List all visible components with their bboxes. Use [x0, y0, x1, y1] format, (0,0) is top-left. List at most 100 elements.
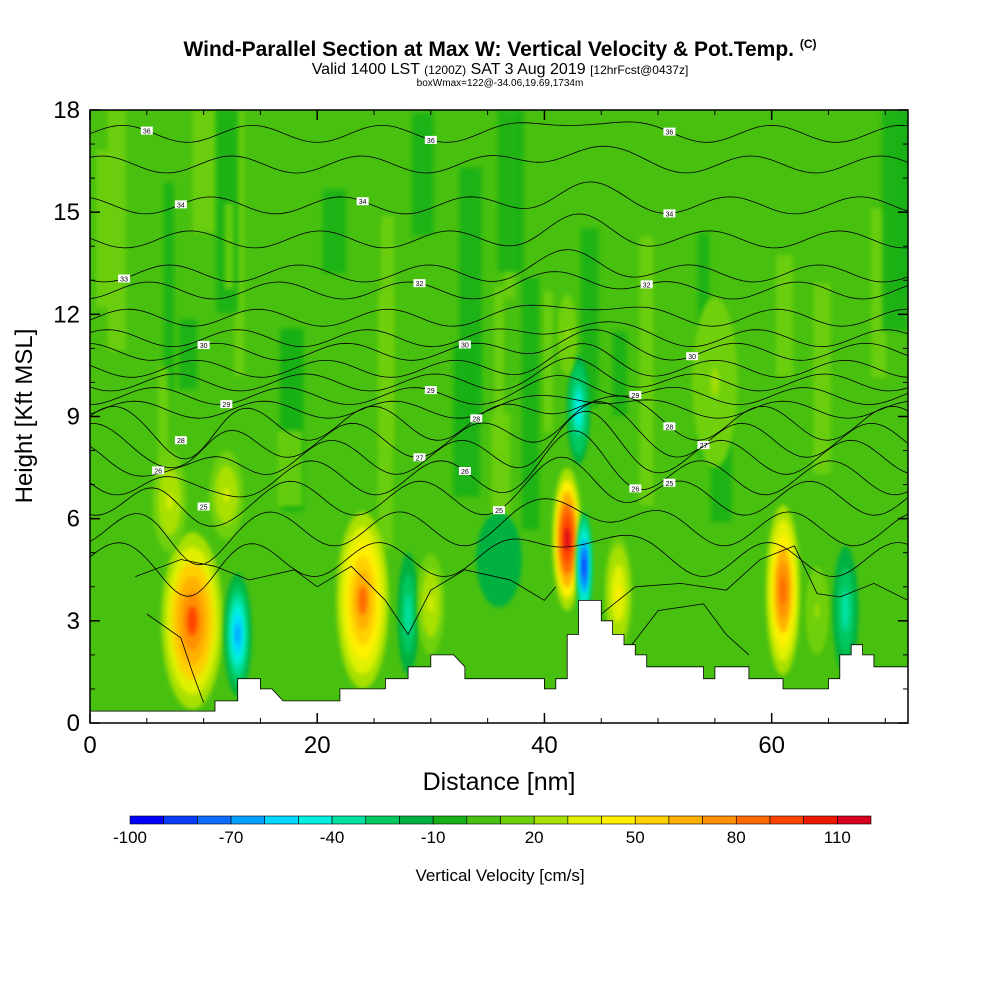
y-tick-label: 12: [53, 301, 80, 328]
pot-temp-contour: [90, 181, 908, 215]
contour-label-box: [470, 414, 483, 423]
y-axis-label: Height [Kft MSL]: [11, 329, 38, 504]
contour-label: 30: [688, 354, 696, 361]
contour-label: 29: [631, 393, 639, 400]
colorbar-swatch: [567, 815, 602, 825]
velocity-cell-band: [358, 585, 368, 616]
colorbar-tick-label: -70: [219, 828, 244, 847]
texture-streak: [813, 282, 831, 475]
colorbar-tick-label: -10: [421, 828, 446, 847]
contour-label-box: [118, 274, 131, 283]
velocity-cell: [692, 297, 738, 468]
contour-label: 25: [495, 508, 503, 515]
velocity-cell: [805, 566, 829, 655]
x-axis-label: Distance [nm]: [423, 768, 576, 796]
colorbar-label: Vertical Velocity [cm/s]: [415, 866, 584, 885]
pot-temp-contour: [90, 271, 908, 300]
pot-temp-contour: [90, 249, 908, 283]
texture-streak: [900, 110, 908, 299]
contour-label: 36: [666, 130, 674, 137]
contour-label: 30: [200, 343, 208, 350]
contour-label: 26: [154, 468, 162, 475]
colorbar-swatch: [331, 815, 367, 825]
contour-label-box: [663, 209, 676, 218]
pot-temp-contour: [90, 321, 908, 348]
colorbar-swatch: [837, 815, 872, 825]
contour-label-box: [413, 453, 426, 462]
y-tick-label: 18: [53, 97, 80, 124]
colorbar-swatch: [735, 815, 771, 825]
contour-label: 29: [427, 388, 435, 395]
contour-label-box: [356, 197, 369, 206]
x-tick-label: 60: [758, 732, 785, 759]
velocity-cell-band: [711, 368, 719, 397]
texture-streak: [380, 215, 395, 446]
contour-label: 36: [427, 138, 435, 145]
texture-streak: [107, 110, 127, 351]
contour-label: 27: [416, 455, 424, 462]
texture-streak: [411, 112, 434, 236]
colorbar-swatch: [230, 815, 266, 825]
contour-label: 33: [120, 277, 128, 284]
background-texture: [95, 110, 908, 549]
texture-streak: [522, 277, 539, 530]
chart-title: Wind-Parallel Section at Max W: Vertical…: [0, 37, 1000, 62]
contour-label-box: [220, 400, 233, 409]
pot-temp-contour: [90, 498, 908, 566]
colorbar-swatch: [432, 815, 468, 825]
colorbar-swatch: [803, 815, 838, 825]
contour-label: 26: [631, 486, 639, 493]
velocity-cell: [552, 467, 582, 611]
y-tick-label: 9: [67, 404, 80, 431]
pot-temp-contour: [146, 613, 204, 703]
velocity-cell-band: [495, 551, 503, 568]
texture-streak: [234, 110, 245, 377]
pot-temp-contour: [90, 121, 908, 143]
box-wmax-info: boxWmax=122@-34.06,19.69,1734m: [416, 78, 584, 89]
pot-temp-contour: [135, 559, 557, 636]
colorbar-swatch: [197, 815, 232, 825]
texture-streak: [459, 167, 482, 426]
contour-label: 32: [643, 282, 651, 289]
contour-label: 30: [461, 343, 469, 350]
pot-temp-contour: [90, 304, 908, 327]
colorbar-swatch: [264, 815, 299, 825]
velocity-cell-band: [428, 595, 434, 613]
y-tick-label: 0: [67, 710, 80, 737]
colorbar-swatch: [702, 815, 737, 825]
contour-label-box: [197, 502, 210, 511]
contour-label-box: [424, 386, 437, 395]
texture-streak: [224, 203, 234, 290]
texture-streak: [163, 182, 174, 391]
contour-label: 36: [143, 129, 151, 136]
colorbar-swatch: [601, 815, 636, 825]
valid-date: SAT 3 Aug 2019: [470, 61, 586, 78]
pot-temp-contour: [90, 430, 908, 498]
valid-time: Valid 1400 LST: [311, 61, 420, 78]
velocity-cell-band: [780, 575, 786, 605]
texture-streak: [581, 228, 599, 407]
pot-temp-contour: [90, 534, 908, 597]
colorbar-swatch: [365, 815, 400, 825]
velocity-cell-band: [843, 599, 848, 622]
colorbar-swatch: [769, 815, 804, 825]
contour-label: 28: [177, 438, 185, 445]
contour-label: 34: [666, 211, 674, 218]
texture-streak: [192, 110, 216, 233]
velocity-cell: [161, 532, 223, 710]
velocity-cell-band: [187, 606, 198, 636]
colorbar: -100 -70 -40 -10 20 50 80 110: [113, 815, 872, 847]
contour-label: 28: [472, 416, 480, 423]
colorbar-tick-label: 20: [525, 828, 544, 847]
velocity-cell: [417, 552, 445, 655]
texture-streak: [639, 236, 654, 506]
velocity-cell-band: [406, 603, 410, 625]
colorbar-tick-label: -40: [320, 828, 345, 847]
pot-temp-contour: [90, 145, 908, 174]
texture-streak: [322, 189, 346, 274]
contour-label-box: [458, 466, 471, 475]
colorbar-swatch: [533, 815, 569, 825]
contour-label: 34: [359, 199, 367, 206]
texture-streak: [280, 329, 300, 430]
